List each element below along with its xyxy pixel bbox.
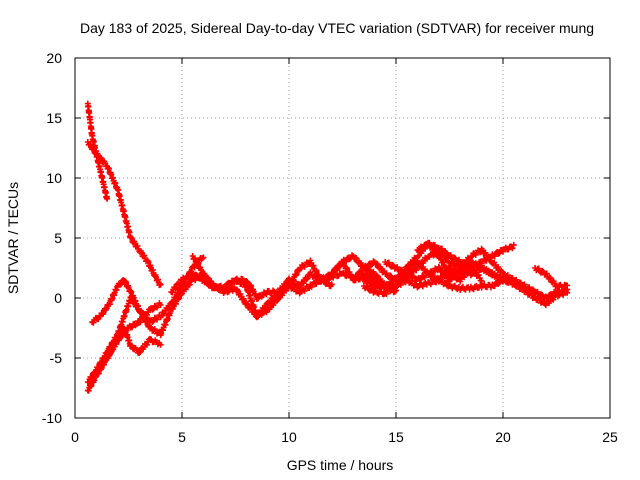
series-track-b xyxy=(84,139,164,289)
tick-labels: 0 5 10 15 20 25 -10 -5 0 5 10 15 20 xyxy=(42,50,618,445)
series-track-n xyxy=(382,245,517,285)
data-point-markers xyxy=(84,139,164,289)
y-tick-label: 5 xyxy=(54,230,62,246)
y-tick-label: 20 xyxy=(46,50,62,66)
x-tick-label: 0 xyxy=(71,429,79,445)
data-point-markers xyxy=(93,300,164,374)
data-points xyxy=(84,100,571,394)
x-tick-label: 20 xyxy=(495,429,511,445)
chart-title: Day 183 of 2025, Sidereal Day-to-day VTE… xyxy=(80,20,594,36)
grid-lines xyxy=(75,58,610,418)
x-axis-label: GPS time / hours xyxy=(287,457,394,473)
series-track-p xyxy=(532,265,571,291)
x-tick-label: 15 xyxy=(388,429,404,445)
series-track-o xyxy=(414,239,485,284)
y-tick-label: -5 xyxy=(50,350,63,366)
series-track-i xyxy=(200,275,314,302)
data-point-markers xyxy=(382,245,517,285)
data-point-markers xyxy=(414,239,485,284)
y-tick-label: 10 xyxy=(46,170,62,186)
x-tick-label: 5 xyxy=(178,429,186,445)
x-tick-label: 10 xyxy=(281,429,297,445)
series-track-f xyxy=(93,300,164,374)
x-tick-label: 25 xyxy=(602,429,618,445)
y-tick-label: 15 xyxy=(46,110,62,126)
y-tick-label: 0 xyxy=(54,290,62,306)
axis-ticks xyxy=(74,57,611,419)
y-axis-label: SDTVAR / TECUs xyxy=(5,182,21,294)
data-point-markers xyxy=(532,265,571,291)
y-tick-label: -10 xyxy=(42,410,62,426)
data-point-markers xyxy=(200,275,314,302)
